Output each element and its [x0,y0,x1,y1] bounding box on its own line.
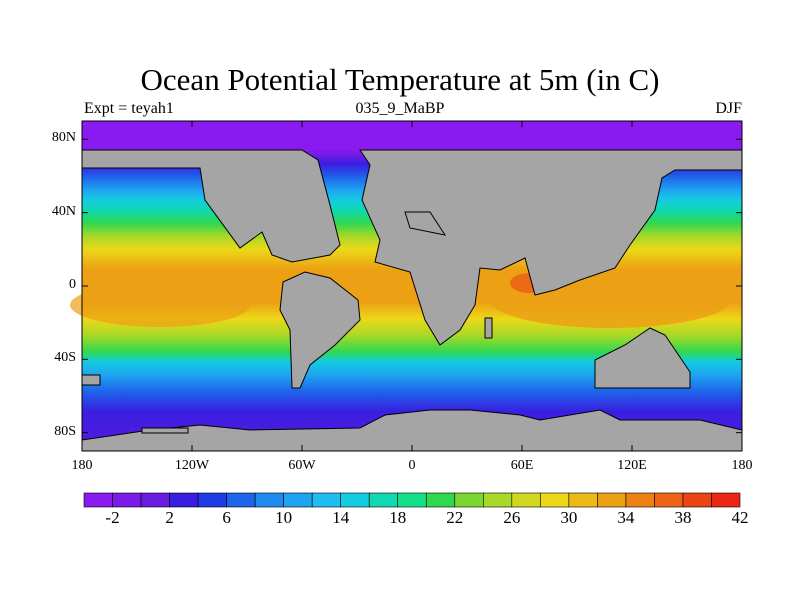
lat-label: 80N [51,130,76,146]
pacific-warm-pool [70,283,250,327]
colorbar-swatch [226,492,256,508]
north-america [81,149,341,263]
colorbar-swatch [511,492,541,508]
lat-label: 0 [69,277,76,292]
southern-island [141,427,189,434]
colorbar-swatch [368,492,399,508]
colorbar-swatch [112,492,142,508]
colorbar-swatch [682,492,712,508]
colorbar-swatch [311,492,341,508]
colorbar-label: -2 [105,508,120,527]
madagascar [484,317,493,339]
colorbar-swatch [254,492,284,508]
colorbar-swatch [654,492,684,508]
lon-label: 0 [408,458,416,473]
season-label: DJF [715,100,742,117]
colorbar-label: 6 [222,508,231,527]
colorbar-label: 22 [446,508,464,527]
colorbar-label: 42 [731,508,749,527]
colorbar-label: 10 [275,508,293,527]
colorbar-label: 18 [389,508,407,527]
colorbar-swatch [568,492,598,508]
colorbar-swatch [597,492,627,508]
colorbar-label: 38 [674,508,692,527]
colorbar-swatch [711,492,741,508]
colorbar-swatch [197,492,227,508]
lon-label: 120W [174,458,210,473]
colorbar-swatch [169,492,199,508]
colorbar-swatch [83,492,113,508]
eurasia-africa [359,149,743,346]
lon-label: 60W [288,458,316,473]
colorbar-label: 26 [503,508,521,527]
south-america [279,271,361,389]
period-label: 035_9_MaBP [355,100,445,117]
lat-label: 80S [54,423,76,439]
colorbar-label: 34 [617,508,635,527]
colorbar-swatch [397,492,427,508]
australia [594,327,691,389]
colorbar-label: 30 [560,508,578,527]
europe-inner [404,211,447,236]
map-title: Ocean Potential Temperature at 5m (in C) [140,62,660,97]
lon-label: 60E [510,458,534,473]
experiment-label: Expt = teyah1 [84,100,174,117]
colorbar-swatch [540,492,570,508]
colorbar-label: 2 [165,508,174,527]
lon-label: 180 [731,458,753,473]
colorbar-swatch [454,492,484,508]
colorbar-swatch [625,492,655,508]
colorbar-swatch [425,492,456,508]
lat-label: 40N [51,203,76,219]
colorbar-swatch [483,492,513,508]
lon-label: 120E [617,458,647,473]
colorbar-label: 14 [332,508,350,527]
lat-label: 40S [54,350,76,366]
colorbar-swatch [340,492,370,508]
lon-label: 180 [71,458,93,473]
colorbar-swatch [140,492,170,508]
colorbar-swatch [283,492,313,508]
